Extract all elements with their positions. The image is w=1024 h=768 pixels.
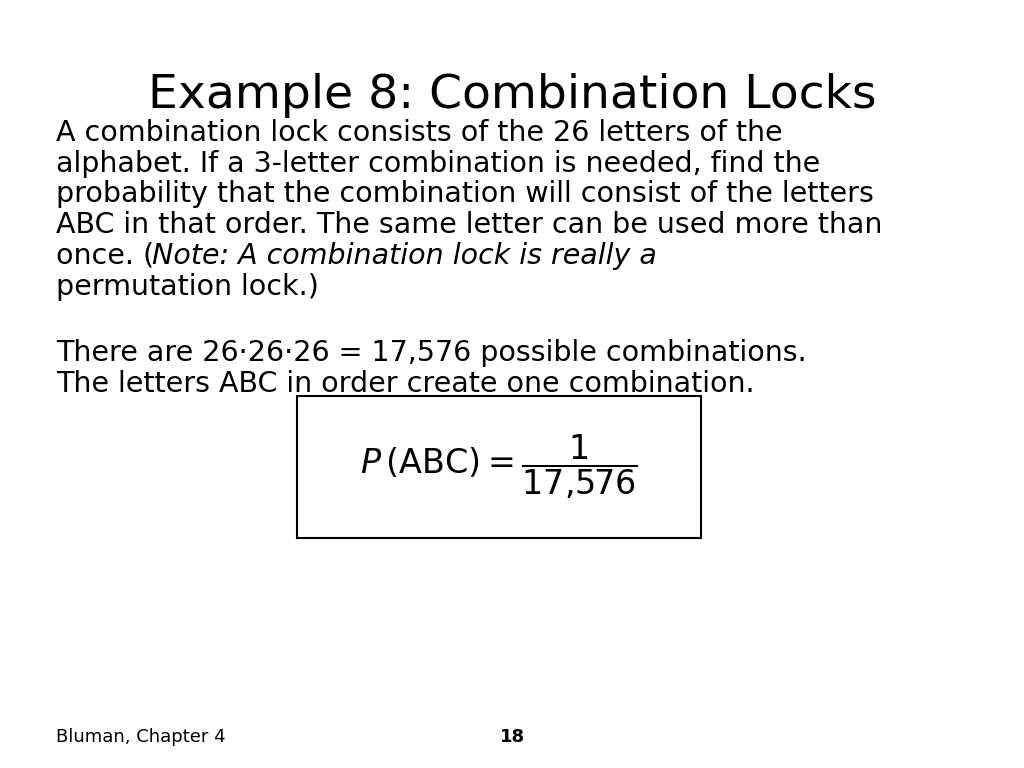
Text: Example 8: Combination Locks: Example 8: Combination Locks — [147, 73, 877, 118]
Text: Note: A combination lock is really a: Note: A combination lock is really a — [152, 242, 656, 270]
Text: $P\,(\mathrm{ABC}) = \dfrac{1}{17{,}576}$: $P\,(\mathrm{ABC}) = \dfrac{1}{17{,}576}… — [360, 432, 638, 501]
Text: A combination lock consists of the 26 letters of the: A combination lock consists of the 26 le… — [56, 119, 783, 147]
FancyBboxPatch shape — [297, 396, 701, 538]
Text: The letters ABC in order create one combination.: The letters ABC in order create one comb… — [56, 370, 755, 398]
Text: There are 26·26·26 = 17,576 possible combinations.: There are 26·26·26 = 17,576 possible com… — [56, 339, 807, 367]
Text: ABC in that order. The same letter can be used more than: ABC in that order. The same letter can b… — [56, 211, 883, 239]
Text: once. (: once. ( — [56, 242, 155, 270]
Text: probability that the combination will consist of the letters: probability that the combination will co… — [56, 180, 874, 208]
Text: alphabet. If a 3-letter combination is needed, find the: alphabet. If a 3-letter combination is n… — [56, 150, 820, 177]
Text: Bluman, Chapter 4: Bluman, Chapter 4 — [56, 729, 226, 746]
Text: permutation lock.): permutation lock.) — [56, 273, 319, 300]
Text: 18: 18 — [500, 729, 524, 746]
